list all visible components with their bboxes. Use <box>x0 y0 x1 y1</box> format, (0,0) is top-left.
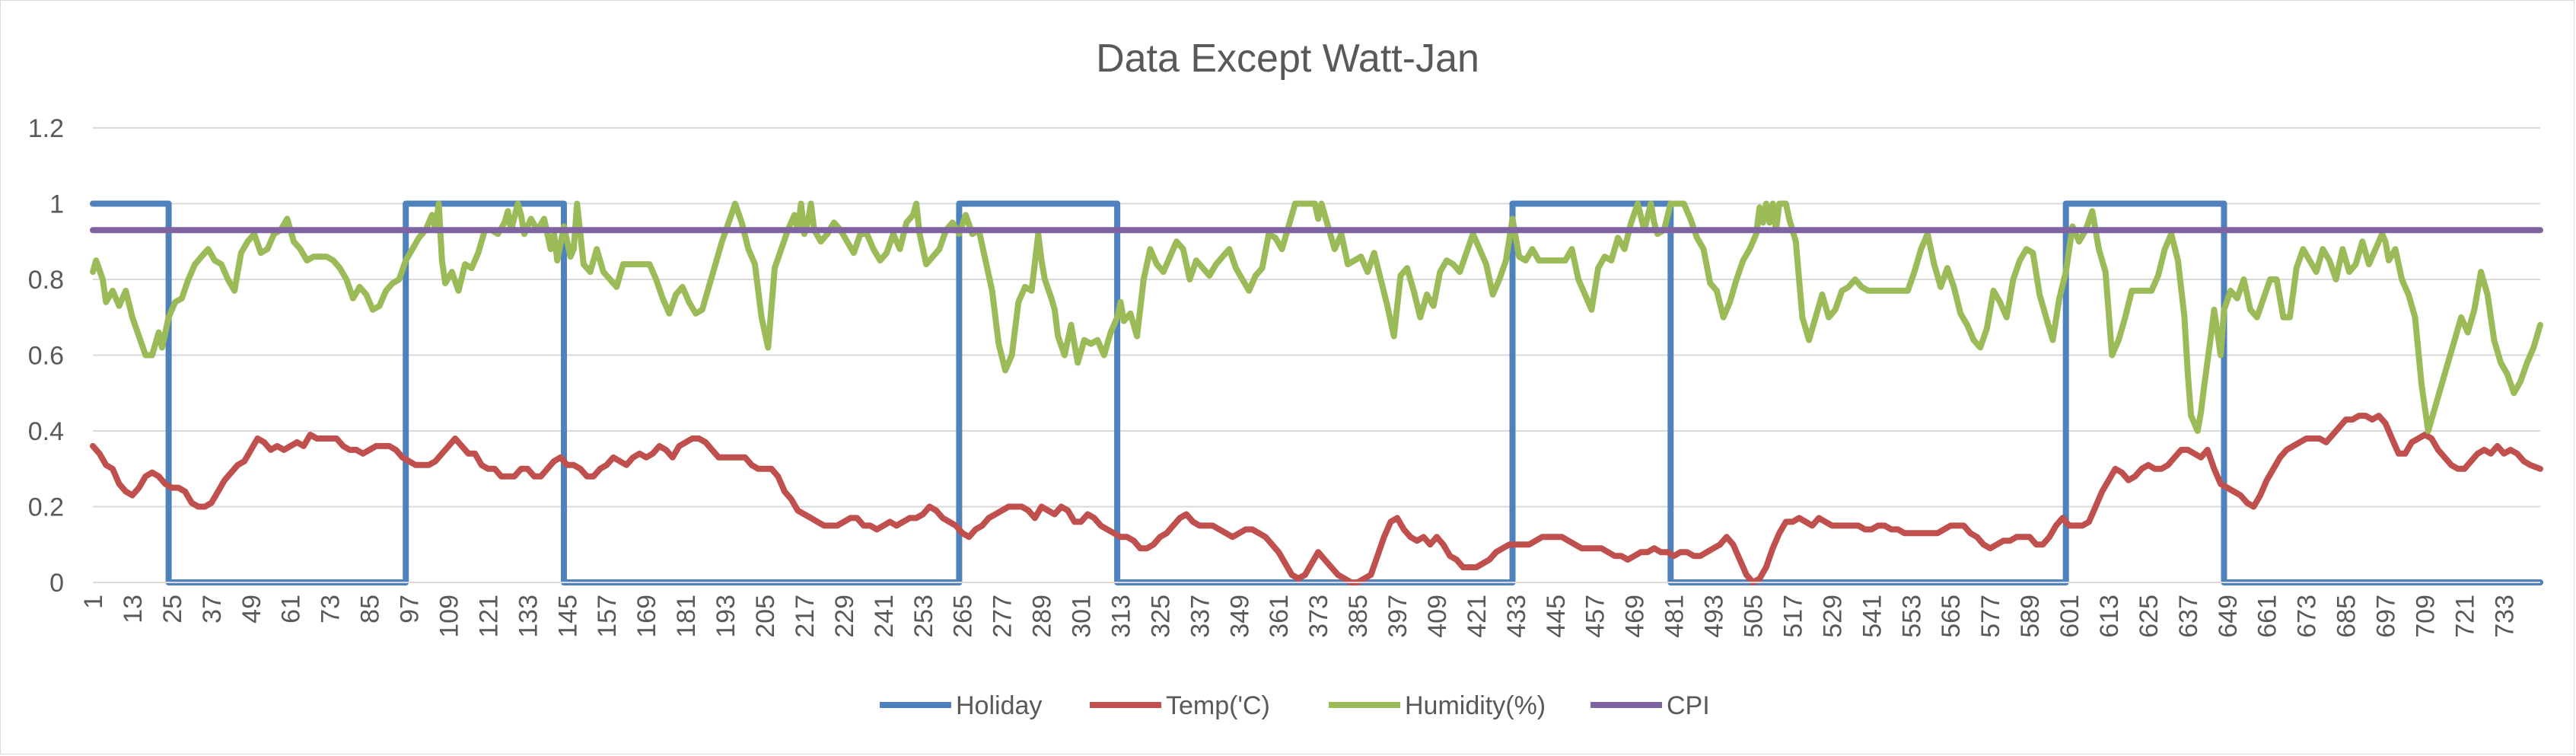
x-tick-label: 721 <box>2450 595 2479 638</box>
x-tick-label: 577 <box>1976 595 2005 638</box>
x-tick-label: 421 <box>1463 595 1492 638</box>
x-tick-label: 649 <box>2214 595 2243 638</box>
x-tick-label: 541 <box>1858 595 1887 638</box>
x-tick-label: 433 <box>1502 595 1531 638</box>
x-tick-label: 685 <box>2332 595 2361 638</box>
x-tick-label: 85 <box>356 595 385 624</box>
x-tick-label: 73 <box>317 595 345 624</box>
x-tick-label: 241 <box>870 595 899 638</box>
x-tick-label: 589 <box>2016 595 2045 638</box>
x-tick-label: 313 <box>1107 595 1136 638</box>
gridlines <box>93 127 2540 583</box>
series-lines <box>90 200 2543 585</box>
legend-label: Temp('C) <box>1166 691 1270 720</box>
y-tick-label: 0.8 <box>28 266 64 295</box>
x-tick-label: 25 <box>158 595 187 624</box>
x-tick-label: 445 <box>1542 595 1571 638</box>
y-tick-label: 0 <box>49 569 64 598</box>
x-tick-label: 193 <box>712 595 740 638</box>
x-tick-label: 481 <box>1661 595 1689 638</box>
x-tick-label: 709 <box>2412 595 2441 638</box>
y-tick-label: 1 <box>49 190 64 219</box>
x-tick-label: 229 <box>830 595 859 638</box>
x-tick-label: 601 <box>2055 595 2084 638</box>
x-tick-label: 361 <box>1265 595 1294 638</box>
x-tick-label: 373 <box>1304 595 1333 638</box>
y-axis-labels: 0 0.2 0.4 0.6 0.8 1 1.2 <box>28 114 64 598</box>
x-tick-label: 409 <box>1423 595 1452 638</box>
x-tick-label: 457 <box>1581 595 1610 638</box>
y-tick-label: 0.4 <box>28 417 64 446</box>
x-tick-label: 493 <box>1700 595 1729 638</box>
x-tick-label: 469 <box>1621 595 1650 638</box>
x-axis: 1 13 25 37 49 61 73 85 97 109 121 133 145 157 169 181 19… <box>79 582 2540 638</box>
x-tick-label: 301 <box>1068 595 1097 638</box>
x-tick-label: 349 <box>1225 595 1254 638</box>
y-tick-label: 1.2 <box>28 114 64 143</box>
x-tick-label: 733 <box>2490 595 2519 638</box>
x-tick-label: 673 <box>2293 595 2322 638</box>
legend-label: Holiday <box>956 691 1042 720</box>
x-tick-label: 613 <box>2095 595 2124 638</box>
x-tick-label: 97 <box>396 595 425 624</box>
x-tick-label: 61 <box>277 595 306 624</box>
x-tick-label: 397 <box>1384 595 1412 638</box>
x-tick-label: 697 <box>2372 595 2401 638</box>
legend-label: CPI <box>1667 691 1710 720</box>
x-tick-label: 37 <box>198 595 227 624</box>
x-tick-label: 265 <box>949 595 978 638</box>
x-tick-label: 121 <box>474 595 503 638</box>
x-tick-label: 565 <box>1937 595 1966 638</box>
x-tick-label: 337 <box>1186 595 1215 638</box>
x-tick-label: 145 <box>553 595 582 638</box>
x-tick-label: 109 <box>435 595 464 638</box>
x-tick-label: 133 <box>514 595 543 638</box>
x-tick-label: 529 <box>1818 595 1847 638</box>
x-tick-label: 637 <box>2174 595 2203 638</box>
x-tick-label: 553 <box>1897 595 1926 638</box>
x-tick-label: 325 <box>1146 595 1175 638</box>
y-tick-label: 0.6 <box>28 342 64 371</box>
x-tick-label: 625 <box>2135 595 2164 638</box>
x-tick-label: 181 <box>672 595 701 638</box>
x-tick-label: 661 <box>2253 595 2282 638</box>
x-tick-label: 253 <box>909 595 938 638</box>
x-tick-label: 217 <box>791 595 820 638</box>
x-tick-label: 505 <box>1740 595 1769 638</box>
legend: Holiday Temp('C) Humidity(%) CPI <box>880 691 1710 720</box>
x-tick-label: 169 <box>632 595 661 638</box>
y-tick-label: 0.2 <box>28 493 64 522</box>
x-tick-label: 385 <box>1344 595 1373 638</box>
x-tick-label: 1 <box>79 595 108 609</box>
x-tick-label: 13 <box>119 595 148 624</box>
x-tick-label: 205 <box>751 595 780 638</box>
series-line-humidity- <box>90 200 2543 434</box>
x-tick-label: 277 <box>989 595 1017 638</box>
series-line-temp-c- <box>90 413 2543 585</box>
x-tick-label: 157 <box>593 595 622 638</box>
chart-title: Data Except Watt-Jan <box>1096 37 1479 81</box>
legend-label: Humidity(%) <box>1405 691 1546 720</box>
x-tick-label: 289 <box>1028 595 1057 638</box>
x-tick-label: 49 <box>237 595 266 624</box>
series-line-holiday <box>90 200 2543 585</box>
x-tick-label: 517 <box>1779 595 1808 638</box>
